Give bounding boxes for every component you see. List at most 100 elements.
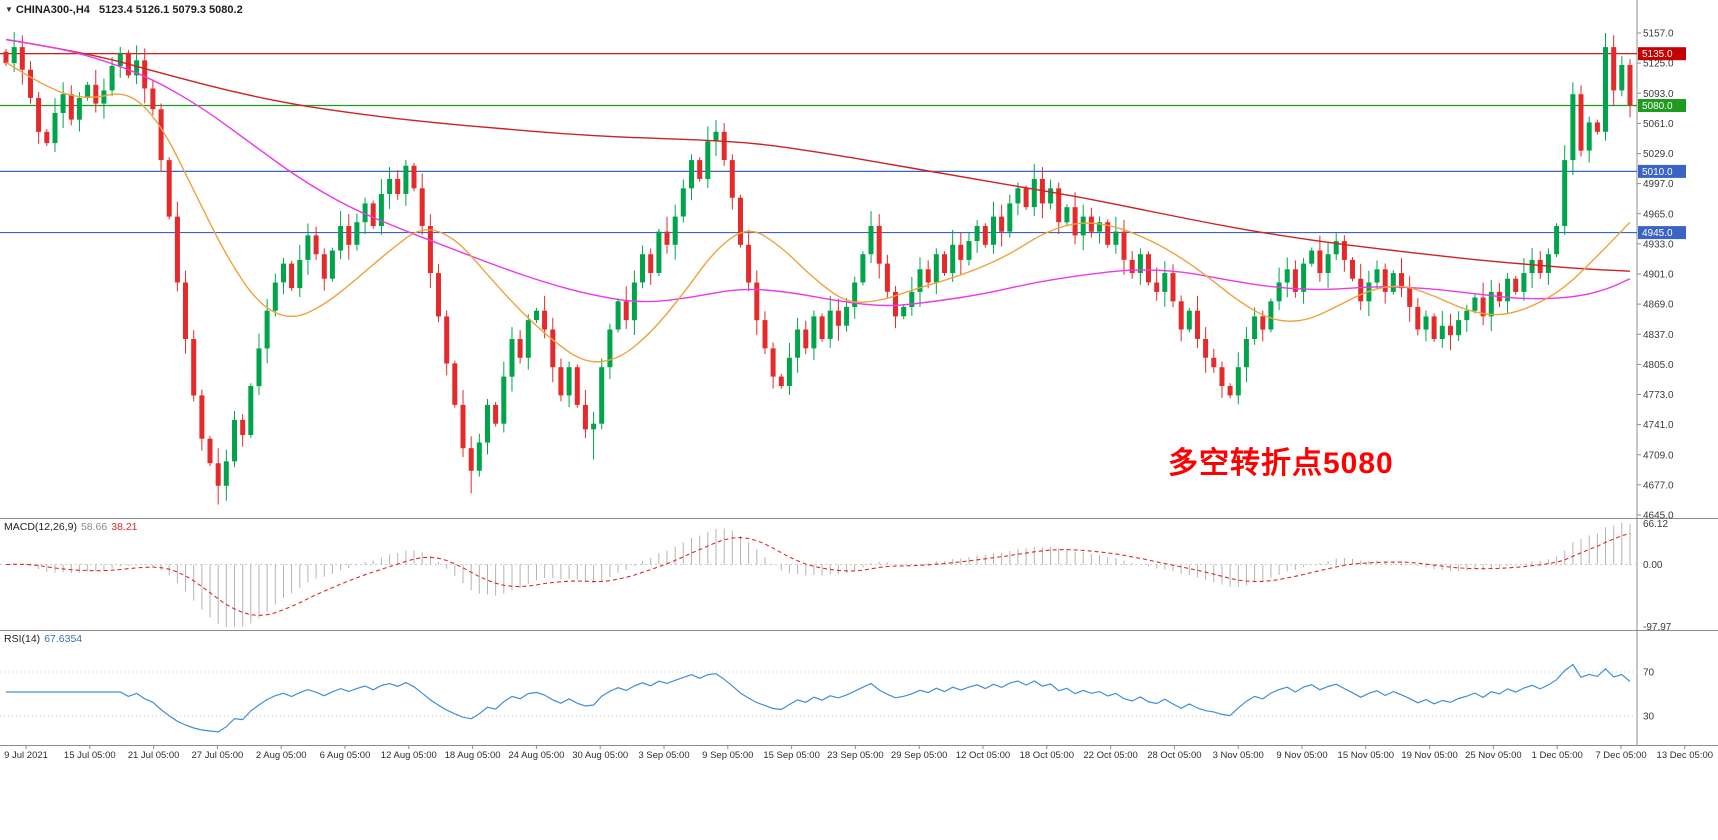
candle-body [338, 226, 344, 251]
candle-body [1031, 178, 1037, 208]
candle-body [868, 226, 874, 255]
candle-body [240, 419, 246, 435]
candle-body [166, 160, 172, 217]
candle-body [174, 216, 180, 283]
candle-body [1358, 278, 1364, 302]
candle-body [1268, 301, 1274, 330]
candle-body [582, 404, 588, 430]
candle-body [1325, 254, 1331, 273]
candle-body [974, 226, 980, 242]
candle-body [28, 69, 33, 98]
candle-body [1007, 203, 1013, 232]
candle-body [1178, 301, 1184, 330]
candle-body [223, 461, 229, 486]
price-level-badge-text: 5010.0 [1642, 167, 1673, 178]
candle-body [1423, 316, 1429, 330]
candle-body [1252, 316, 1258, 339]
candle-body [329, 250, 335, 279]
candle-body [534, 310, 539, 321]
price-axis-label: 4837.0 [1643, 330, 1674, 341]
candle-body [493, 404, 499, 424]
candle-body [232, 419, 237, 462]
candle-body [729, 160, 735, 198]
collapse-chart-icon[interactable]: ▼ [5, 5, 13, 14]
time-axis-label: 23 Sep 05:00 [827, 750, 884, 761]
time-axis-label: 7 Dec 05:00 [1595, 750, 1646, 761]
candle-body [942, 254, 947, 273]
price-level-badge-text: 5135.0 [1642, 49, 1673, 60]
candle-body [313, 235, 319, 255]
candle-body [1480, 297, 1486, 317]
price-axis-label: 5157.0 [1643, 29, 1674, 40]
candle-body [1431, 316, 1437, 339]
candle-body [958, 244, 964, 260]
candle-body [1382, 269, 1388, 292]
candle-body [1537, 259, 1543, 274]
candle-body [933, 254, 939, 283]
price-level-badge-text: 5080.0 [1642, 101, 1673, 112]
candle-body [1521, 273, 1527, 292]
price-level-badge [1638, 164, 1686, 178]
candle-body [1072, 207, 1078, 236]
candle-body [1048, 188, 1054, 204]
candle-body [599, 367, 605, 424]
candle-body [966, 241, 972, 260]
candle-body [1292, 269, 1298, 292]
time-axis-label: 3 Sep 05:00 [638, 750, 689, 761]
ma-line-slow [5, 38, 1631, 272]
candle-body [999, 216, 1005, 232]
time-axis-label: 9 Jul 2021 [4, 750, 48, 761]
candle-body [1456, 320, 1462, 336]
time-axis-label: 24 Aug 05:00 [508, 750, 564, 761]
time-axis-label: 2 Aug 05:00 [256, 750, 307, 761]
candle-body [525, 320, 531, 358]
time-axis-label: 12 Aug 05:00 [381, 750, 437, 761]
candle-body [762, 320, 768, 349]
candle-body [1374, 269, 1380, 283]
candle-body [1113, 231, 1119, 245]
candle-body [1570, 94, 1576, 161]
candle-body [19, 47, 25, 70]
candle-body [1097, 222, 1102, 232]
time-axis-label: 9 Nov 05:00 [1276, 750, 1327, 761]
candle-body [991, 216, 996, 245]
candle-body [36, 98, 42, 132]
candle-body [378, 194, 384, 226]
candle-body [411, 165, 417, 189]
candle-body [248, 386, 254, 435]
candle-body [705, 141, 711, 179]
candle-body [1186, 310, 1192, 330]
candle-body [44, 131, 50, 144]
time-axis-label: 13 Dec 05:00 [1657, 750, 1714, 761]
rsi-axis-label: 30 [1643, 712, 1655, 723]
candle-body [52, 113, 58, 144]
candle-body [1105, 222, 1111, 245]
chart-header: ▼ CHINA300-,H4 5123.4 5126.1 5079.3 5080.… [5, 4, 243, 16]
price-level-badge [1638, 226, 1686, 240]
candle-body [1219, 367, 1225, 386]
candle-body [11, 47, 17, 64]
candle-body [1529, 259, 1535, 274]
candle-body [362, 203, 368, 223]
candle-body [1390, 273, 1396, 292]
candle-body [664, 231, 670, 245]
candle-body [680, 188, 686, 217]
candle-body [1317, 250, 1323, 274]
time-axis-label: 18 Aug 05:00 [445, 750, 501, 761]
price-axis-label: 4741.0 [1643, 420, 1674, 431]
candle-body [1448, 325, 1453, 336]
candle-body [591, 423, 597, 430]
candle-body [721, 131, 727, 160]
time-axis-label: 6 Aug 05:00 [320, 750, 371, 761]
candle-body [1195, 310, 1200, 339]
candle-body [85, 84, 91, 98]
candle-body [215, 463, 221, 486]
candle-body [1341, 241, 1347, 260]
candle-body [354, 222, 360, 245]
time-axis-label: 9 Sep 05:00 [702, 750, 753, 761]
time-axis-label: 18 Oct 05:00 [1020, 750, 1074, 761]
time-axis-label: 29 Sep 05:00 [891, 750, 948, 761]
candle-body [419, 188, 425, 226]
candle-body [982, 226, 988, 245]
